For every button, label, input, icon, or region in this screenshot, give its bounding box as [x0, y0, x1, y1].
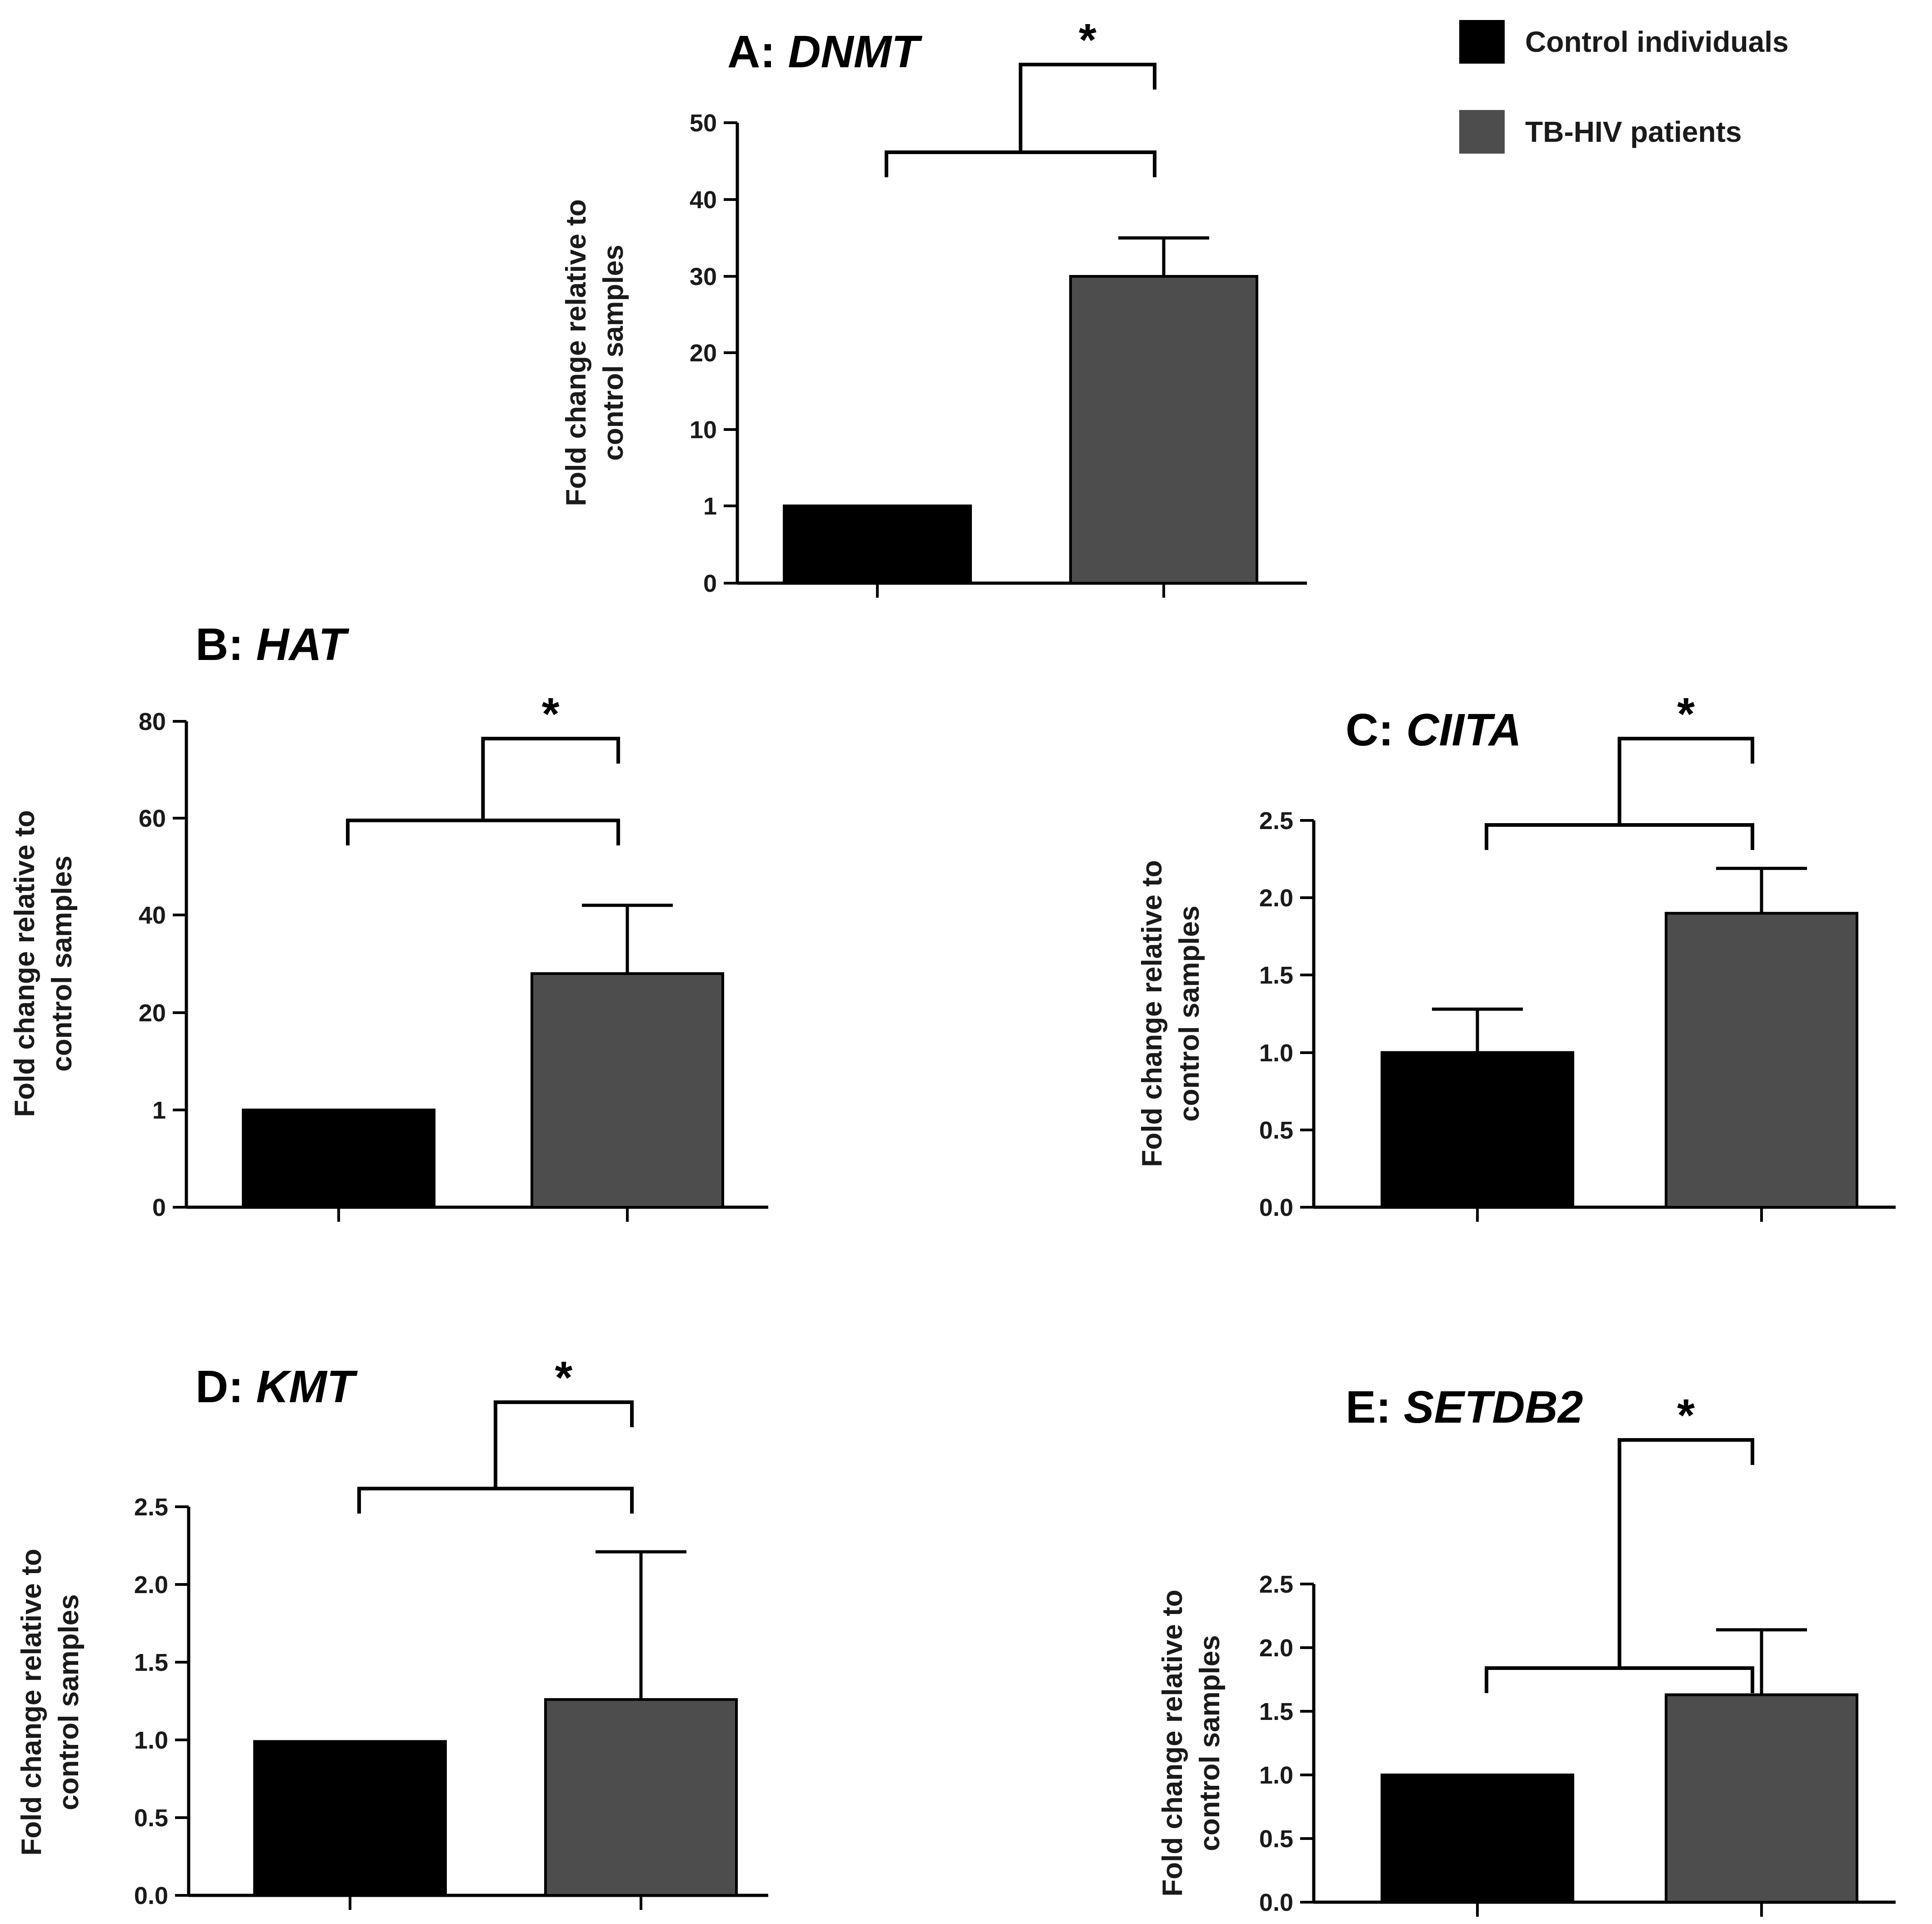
panel-b-ylabel-line2: control samples	[46, 855, 78, 1071]
panel-a-significance: *	[1079, 15, 1096, 65]
panel-d-ytick-label: 0.5	[134, 1804, 168, 1832]
panel-e: E: SETDB2 Fold change relative to control …	[1157, 1382, 1896, 1917]
panel-e-ylabel: Fold change relative to control samples	[1157, 1589, 1226, 1896]
panel-c-ytick-label: 1.5	[1259, 962, 1293, 989]
panel-c-bar-tbhiv	[1665, 912, 1858, 1209]
panel-d-significance: *	[555, 1352, 573, 1403]
panel-c-ytick-label: 2.0	[1259, 885, 1293, 912]
panel-c-ytick-label: 1.0	[1259, 1039, 1293, 1067]
panel-e-bar-tbhiv	[1665, 1693, 1858, 1904]
panel-a-bracket-upper	[1019, 63, 1156, 152]
panel-a-ylabel-line1: Fold change relative to	[561, 199, 592, 506]
panel-c-ylabel-line2: control samples	[1174, 905, 1205, 1121]
panel-e-title: E: SETDB2	[1346, 1382, 1583, 1433]
panel-a-ylabel: Fold change relative to control samples	[561, 199, 629, 506]
panel-b-title: B: HAT	[195, 619, 350, 670]
panel-c-ytick-label: 0.5	[1259, 1117, 1293, 1144]
panel-e-title-gene: SETDB2	[1404, 1382, 1583, 1433]
panel-b-bar-control	[242, 1109, 435, 1209]
panel-d-title-prefix: D:	[195, 1361, 256, 1412]
panel-d-ytick-label: 1.5	[134, 1649, 168, 1676]
panel-c: C: CIITA Fold change relative to control s…	[1136, 689, 1896, 1222]
panel-e-ytick-label: 0.0	[1259, 1889, 1293, 1916]
panel-c-ytick-label: 0.0	[1259, 1194, 1293, 1221]
panel-b-ytick-label: 0	[152, 1194, 166, 1221]
panel-e-ytick-label: 2.5	[1259, 1571, 1293, 1598]
panel-e-ylabel-line1: Fold change relative to	[1157, 1589, 1188, 1896]
panel-c-title-prefix: C:	[1346, 705, 1406, 755]
panel-b-title-gene: HAT	[256, 619, 350, 670]
panel-d-ytick-label: 2.0	[134, 1571, 168, 1599]
panel-b-significance: *	[542, 689, 560, 740]
panel-b-bracket-upper	[481, 737, 620, 820]
panel-d-ylabel-line2: control samples	[53, 1594, 85, 1810]
panel-d-ytick-label: 1.0	[134, 1727, 168, 1754]
panel-b-ylabel: Fold change relative to control samples	[9, 810, 78, 1117]
panel-c-ylabel-line1: Fold change relative to	[1136, 860, 1168, 1167]
panel-d-bar-control	[253, 1740, 447, 1897]
panel-a-ytick-label: 50	[690, 110, 717, 137]
panel-b-bar-tbhiv	[531, 972, 724, 1209]
panel-a-ytick-label: 0	[703, 570, 717, 597]
panel-d-title-gene: KMT	[256, 1361, 358, 1412]
panel-d-ylabel-line1: Fold change relative to	[16, 1549, 47, 1855]
panel-d-bracket-upper	[494, 1400, 634, 1489]
panel-b-ytick-label: 60	[139, 805, 166, 832]
panel-a-title: A: DNMT	[727, 26, 923, 77]
panel-c-title: C: CIITA	[1346, 705, 1522, 755]
panel-a-title-gene: DNMT	[788, 26, 923, 77]
panel-c-title-gene: CIITA	[1406, 705, 1522, 755]
panel-a-ytick-label: 10	[690, 416, 717, 444]
panel-d: D: KMT Fold change relative to control sam…	[16, 1352, 768, 1910]
panel-b-ytick-label: 1	[152, 1097, 166, 1124]
panel-b: B: HAT Fold change relative to control sam…	[9, 619, 768, 1222]
legend-swatch-tbhiv	[1459, 110, 1505, 154]
panel-e-ytick-label: 2.0	[1259, 1634, 1293, 1662]
panel-b-title-prefix: B:	[195, 619, 256, 670]
panel-e-ytick-label: 0.5	[1259, 1825, 1293, 1853]
panel-b-ytick-label: 80	[139, 708, 166, 735]
panel-d-ytick-label: 0.0	[134, 1882, 168, 1909]
panel-c-significance: *	[1677, 689, 1695, 740]
panel-b-ylabel-line1: Fold change relative to	[9, 810, 40, 1117]
panel-b-ytick-label: 40	[139, 902, 166, 929]
panel-d-title: D: KMT	[195, 1361, 358, 1412]
panel-e-bracket-upper	[1617, 1438, 1754, 1668]
panel-a-bar-control	[783, 505, 972, 585]
panel-a-ytick-label: 40	[690, 186, 717, 214]
panel-e-significance: *	[1677, 1390, 1695, 1441]
panel-d-ylabel: Fold change relative to control samples	[16, 1549, 85, 1855]
panel-c-bar-control	[1381, 1051, 1574, 1209]
panel-a: A: DNMT Fold change relative to control sa…	[561, 15, 1307, 598]
panel-e-ytick-label: 1.0	[1259, 1762, 1293, 1789]
panel-d-bar-tbhiv	[544, 1698, 738, 1897]
panel-e-bar-control	[1381, 1774, 1574, 1904]
panel-a-ytick-label: 1	[703, 493, 717, 520]
panel-a-bar-tbhiv	[1069, 275, 1258, 585]
legend-label-control: Control individuals	[1525, 25, 1789, 58]
legend-label-tbhiv: TB-HIV patients	[1525, 115, 1742, 148]
legend-swatch-control	[1459, 20, 1505, 64]
panel-e-title-prefix: E:	[1346, 1382, 1404, 1433]
panel-e-ylabel-line2: control samples	[1194, 1635, 1226, 1851]
panel-a-ytick-label: 20	[690, 340, 717, 367]
panel-c-bracket-upper	[1617, 737, 1754, 825]
legend: Control individuals TB-HIV patients	[1459, 20, 1789, 154]
panel-d-ytick-label: 2.5	[134, 1494, 168, 1521]
panel-a-ylabel-line2: control samples	[598, 245, 629, 460]
panel-c-ylabel: Fold change relative to control samples	[1136, 860, 1205, 1167]
panel-b-ytick-label: 20	[139, 999, 166, 1027]
panel-a-ytick-label: 30	[690, 263, 717, 290]
panel-e-ytick-label: 1.5	[1259, 1698, 1293, 1725]
panel-a-title-prefix: A:	[727, 26, 788, 77]
panel-c-ytick-label: 2.5	[1259, 807, 1293, 835]
